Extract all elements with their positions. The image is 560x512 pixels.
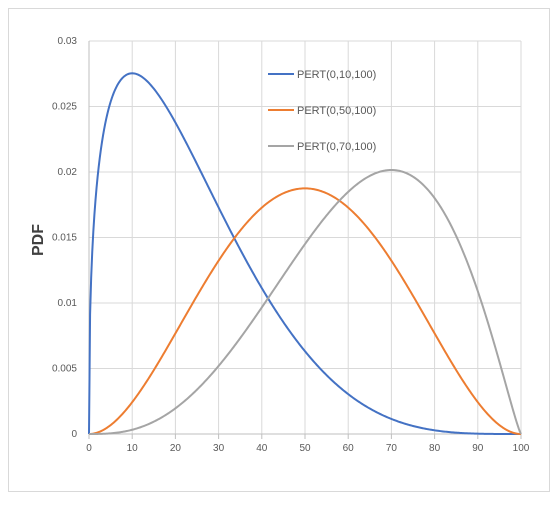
x-tick-label: 60	[343, 443, 355, 454]
y-tick-label: 0.03	[58, 36, 78, 47]
series-line-2	[88, 187, 522, 435]
series-lines	[88, 72, 522, 435]
y-tick-label: 0.025	[52, 102, 77, 113]
legend-label: PERT(0,70,100)	[297, 141, 376, 153]
x-tick-label: 100	[513, 443, 530, 454]
y-axis-label: PDF	[30, 224, 47, 256]
x-tick-label: 20	[170, 443, 182, 454]
legend-label: PERT(0,50,100)	[297, 105, 376, 117]
y-tick-label: 0.005	[52, 364, 77, 375]
x-tick-label: 80	[429, 443, 441, 454]
x-tick-labels: 0 10 20 30 40 50 60 70 80 90 100	[86, 443, 530, 454]
x-tick-label: 30	[213, 443, 225, 454]
legend-label: PERT(0,10,100)	[297, 69, 376, 81]
series-line-1	[88, 72, 521, 435]
chart-frame	[8, 8, 550, 492]
gridlines	[89, 40, 522, 434]
y-tick-label: 0.015	[52, 233, 77, 244]
x-tick-label: 10	[127, 443, 139, 454]
x-tick-label: 0	[86, 443, 92, 454]
x-tick-label: 50	[299, 443, 311, 454]
legend: PERT(0,10,100) PERT(0,50,100) PERT(0,70,10…	[268, 69, 376, 153]
x-tick-label: 70	[386, 443, 398, 454]
x-tick-label: 40	[256, 443, 268, 454]
y-tick-label: 0.02	[58, 167, 78, 178]
x-tick-label: 90	[472, 443, 484, 454]
y-tick-label: 0	[71, 429, 77, 440]
series-line-3	[89, 169, 522, 435]
y-tick-label: 0.01	[58, 298, 78, 309]
y-tick-labels: 0 0.005 0.01 0.015 0.02 0.025 0.03	[52, 36, 77, 440]
